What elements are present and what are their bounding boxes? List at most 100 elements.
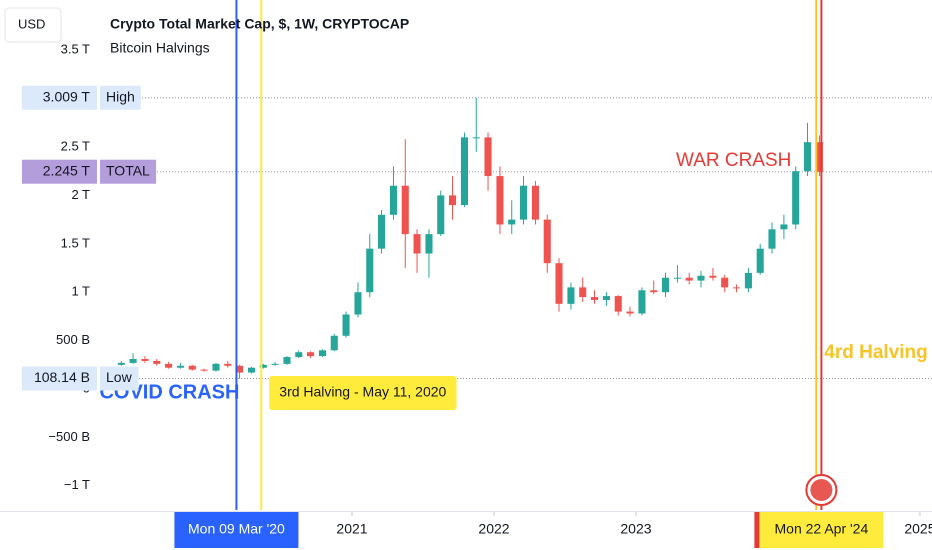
y-tick-label: −1 T (64, 477, 90, 492)
candle-body (768, 229, 776, 249)
candle-body (129, 359, 137, 363)
date-label-box (759, 512, 884, 548)
candle-body (307, 352, 315, 357)
candle-body (543, 219, 551, 264)
y-tick-label: 3.5 T (61, 42, 90, 57)
overlay: −1 T−500 B0500 B1 T1.5 T2 T2.5 T3.5 T202… (22, 0, 932, 548)
candle-body (389, 185, 398, 215)
candle-body (792, 171, 800, 225)
level-name: TOTAL (106, 162, 150, 178)
y-tick-label: 1.5 T (61, 235, 90, 250)
event-note: 4rd Halving (824, 342, 927, 363)
candle-body (366, 248, 374, 293)
level-value-box (22, 159, 97, 184)
candle-body (212, 363, 220, 371)
chart-subtitle: Bitcoin Halvings (110, 40, 210, 56)
candle-body (508, 219, 516, 225)
candle-body (437, 195, 445, 235)
currency-box[interactable] (4, 7, 62, 43)
x-tick-label: 2023 (620, 521, 651, 537)
candle-body (188, 365, 196, 370)
candle-body (342, 314, 350, 336)
candle-body (555, 263, 563, 304)
candle-body (685, 277, 693, 281)
date-label-strip (754, 512, 760, 548)
candle-body (472, 137, 480, 139)
level-name-box (100, 85, 141, 110)
chart-title: Crypto Total Market Cap, $, 1W, CRYPTOCA… (110, 16, 409, 32)
candle-body (496, 176, 504, 225)
candle-body (401, 185, 409, 235)
candle-body (460, 137, 468, 206)
x-tick-label: 2025 (904, 521, 932, 537)
candle-body (295, 352, 303, 358)
candle-body (141, 359, 149, 361)
candle-body (673, 277, 681, 279)
candle-body (602, 296, 610, 300)
candle-body (650, 290, 658, 293)
candle-body (318, 350, 327, 357)
level-name: High (106, 88, 135, 104)
candle-body (236, 365, 244, 373)
candle-body (579, 287, 587, 298)
candle-body (117, 362, 125, 365)
candle-body (661, 277, 670, 293)
level-name-box (100, 159, 157, 184)
candle-body (153, 360, 161, 364)
candle-body (425, 234, 433, 254)
candle-body (744, 272, 752, 289)
event-note: WAR CRASH (676, 150, 791, 171)
candle-body (378, 214, 386, 249)
candle-body (484, 137, 492, 177)
candle-body (531, 185, 539, 220)
candle-body (330, 335, 338, 351)
candle-body (756, 248, 764, 273)
candle-body (200, 369, 208, 371)
candle-body (626, 311, 634, 314)
plot-area (100, 97, 932, 380)
candle-body (732, 287, 741, 289)
candle-body (709, 275, 717, 278)
y-tick-label: 500 B (56, 332, 90, 347)
candle-body (413, 234, 421, 254)
date-label-box (174, 512, 299, 548)
candle-body (803, 142, 812, 172)
candle-body (519, 185, 528, 220)
y-tick-label: 2.5 T (61, 138, 90, 153)
candle-body (697, 275, 705, 281)
candle-body (259, 364, 267, 368)
y-tick-label: 2 T (71, 187, 90, 202)
candle-body (354, 292, 362, 315)
candle-body (224, 363, 232, 366)
date-label: Mon 09 Mar '20 (188, 521, 285, 537)
level-value: 108.14 B (34, 369, 90, 385)
candle-body (780, 224, 788, 230)
event-note-box (269, 376, 457, 410)
candle-body (176, 365, 185, 368)
candle-body (721, 277, 729, 288)
candle-body (448, 195, 457, 206)
y-tick-label: 1 T (71, 284, 90, 299)
candle-body (283, 357, 291, 364)
event-note: 3rd Halving - May 11, 2020 (279, 384, 446, 400)
candle-body (638, 290, 646, 314)
candle-body (271, 363, 279, 365)
x-tick-label: 2021 (336, 521, 367, 537)
level-name-box (100, 366, 139, 391)
level-value: 3.009 T (43, 88, 91, 104)
candle-body (590, 297, 599, 300)
y-tick-label: −500 B (48, 429, 90, 444)
x-tick-label: 2022 (478, 521, 509, 537)
candle-body (815, 142, 823, 172)
candle-body (567, 287, 575, 304)
currency: USD (18, 16, 45, 31)
candle-body (165, 363, 173, 368)
event-flag-inner (810, 479, 833, 501)
date-label: Mon 22 Apr '24 (775, 521, 869, 537)
candle-body (614, 296, 622, 312)
level-name: Low (106, 369, 133, 385)
level-value-box (22, 85, 97, 110)
level-value-box (22, 366, 97, 391)
